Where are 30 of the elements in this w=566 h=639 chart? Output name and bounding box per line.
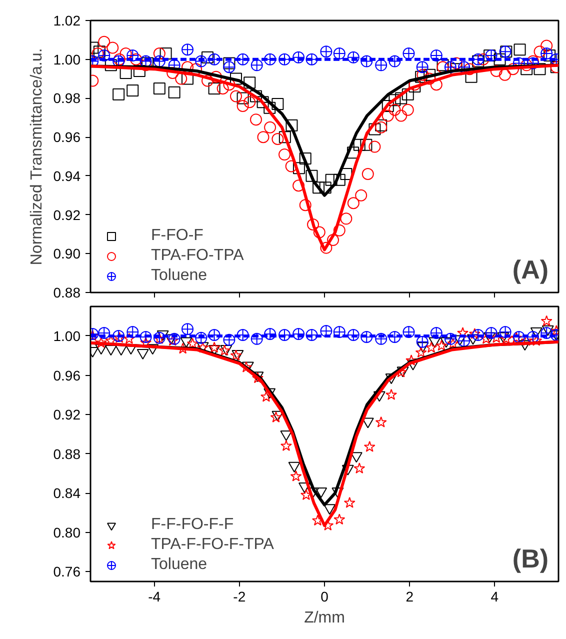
x-tick-label: -2	[233, 588, 246, 604]
y-tick-label: 0.92	[53, 206, 81, 223]
legend-label: F-F-FO-F-F	[151, 516, 234, 534]
y-tick-label: 1.00	[53, 51, 81, 68]
y-tick-label: 0.88	[53, 446, 81, 462]
y-tick-label: 0.88	[53, 284, 81, 300]
y-axis-title: Normalized Transmittance/a.u.	[28, 48, 46, 266]
y-tick-label: 0.94	[53, 168, 81, 184]
legend-label: Toluene	[151, 267, 208, 285]
x-tick-label: -4	[148, 588, 161, 604]
y-tick-label: 0.98	[53, 90, 81, 106]
x-tick-label: 2	[406, 588, 414, 604]
legend-label: Toluene	[151, 556, 208, 574]
legend-label: TPA-FO-TPA	[151, 247, 244, 265]
annotation: (B)	[512, 544, 548, 574]
x-tick-label: 4	[490, 588, 499, 604]
y-tick-label: 1.02	[53, 12, 81, 28]
legend-label: TPA-F-FO-F-TPA	[151, 536, 274, 554]
y-tick-label: 0.80	[53, 524, 81, 540]
y-tick-label: 0.84	[53, 485, 81, 502]
y-tick-label: 0.76	[53, 564, 81, 580]
y-tick-label: 0.90	[53, 246, 81, 262]
y-tick-label: 1.00	[53, 328, 81, 344]
y-tick-label: 0.96	[53, 367, 81, 384]
y-tick-label: 0.96	[53, 129, 81, 146]
legend-label: F-FO-F	[151, 227, 204, 245]
x-tick-label: 0	[320, 588, 329, 604]
x-axis-title: Z/mm	[304, 610, 345, 626]
annotation: (A)	[512, 254, 548, 284]
y-tick-label: 0.92	[53, 406, 81, 423]
